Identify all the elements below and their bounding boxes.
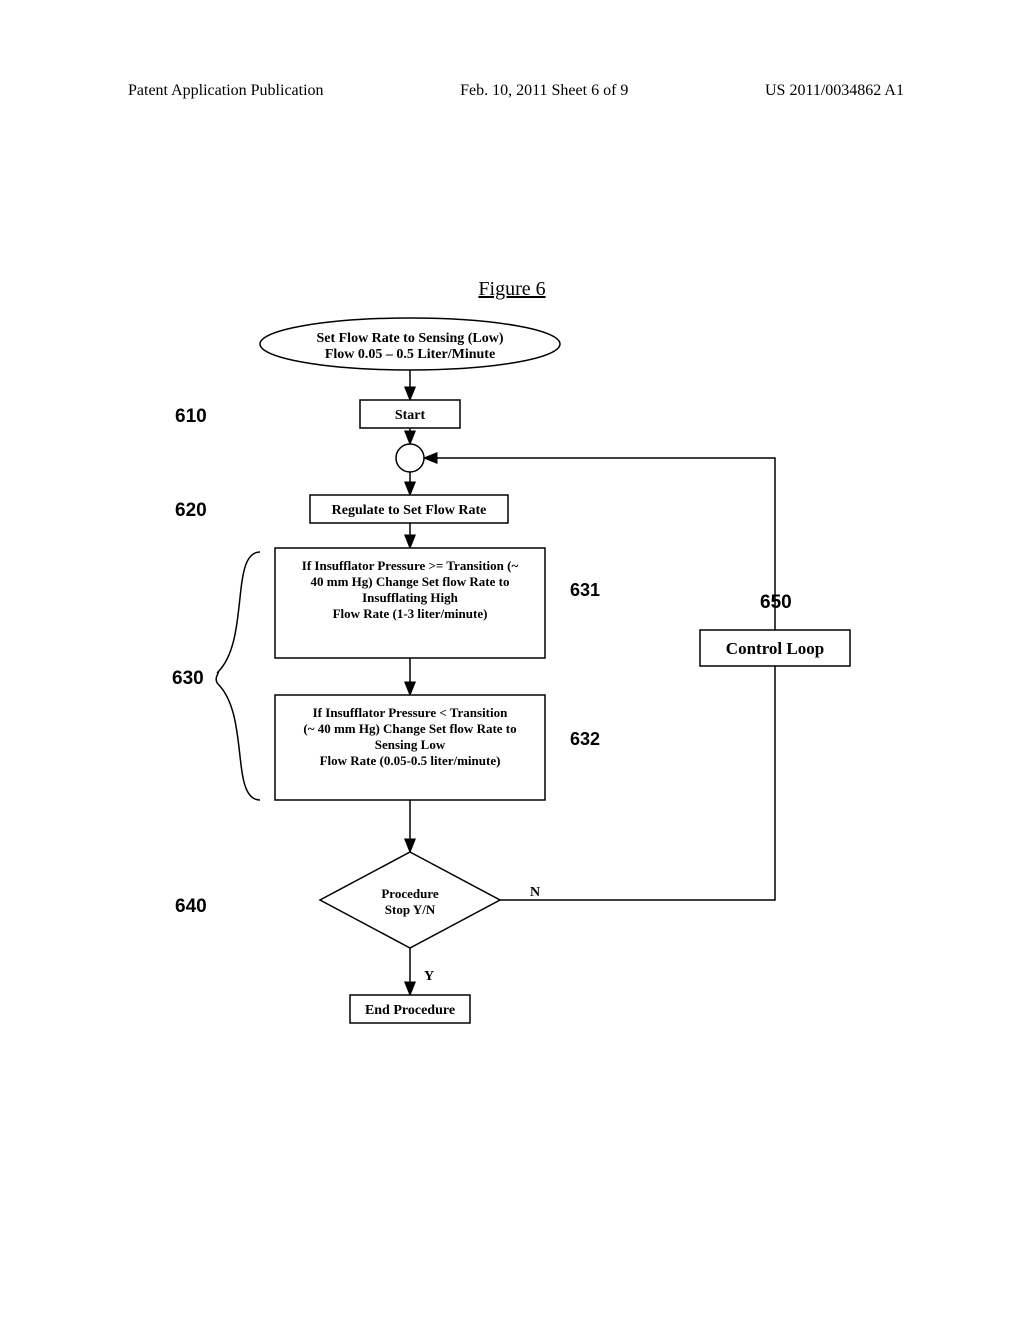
svg-text:If Insufflator Pressure >= Tra: If Insufflator Pressure >= Transition (~ xyxy=(302,558,519,573)
svg-text:Flow 0.05 – 0.5 Liter/Minute: Flow 0.05 – 0.5 Liter/Minute xyxy=(325,347,495,362)
header-left: Patent Application Publication xyxy=(128,82,324,100)
figure-title: Figure 6 xyxy=(0,278,1024,301)
node-box632: If Insufflator Pressure < Transition (~ … xyxy=(275,695,545,800)
label-620: 620 xyxy=(175,500,207,521)
svg-text:Set Flow Rate to Sensing (Low): Set Flow Rate to Sensing (Low) xyxy=(316,331,503,346)
svg-text:Control Loop: Control Loop xyxy=(726,639,824,658)
node-decision: Procedure Stop Y/N xyxy=(320,852,500,948)
label-N: N xyxy=(530,885,540,900)
svg-text:Start: Start xyxy=(395,408,426,423)
label-610: 610 xyxy=(175,406,207,427)
node-control-loop: Control Loop xyxy=(700,630,850,666)
svg-text:Procedure: Procedure xyxy=(381,886,439,901)
node-terminator-top: Set Flow Rate to Sensing (Low) Flow 0.05… xyxy=(260,318,560,370)
label-632: 632 xyxy=(570,729,600,749)
node-end: End Procedure xyxy=(350,995,470,1023)
page-header: Patent Application Publication Feb. 10, … xyxy=(0,82,1024,100)
node-connector xyxy=(396,444,424,472)
svg-text:Insufflating High: Insufflating High xyxy=(362,590,458,605)
svg-text:End Procedure: End Procedure xyxy=(365,1003,455,1018)
bracket-630 xyxy=(216,552,260,800)
label-650: 650 xyxy=(760,592,792,613)
svg-text:Flow Rate (1-3 liter/minute): Flow Rate (1-3 liter/minute) xyxy=(333,606,488,621)
svg-text:(~ 40 mm Hg) Change Set flow R: (~ 40 mm Hg) Change Set flow Rate to xyxy=(303,721,516,736)
svg-text:40 mm Hg) Change Set flow Rate: 40 mm Hg) Change Set flow Rate to xyxy=(311,574,510,589)
svg-text:Flow Rate (0.05-0.5 liter/minu: Flow Rate (0.05-0.5 liter/minute) xyxy=(320,753,501,768)
label-631: 631 xyxy=(570,580,600,600)
svg-text:Sensing Low: Sensing Low xyxy=(375,737,446,752)
node-start: Start xyxy=(360,400,460,428)
svg-text:If Insufflator Pressure < Tran: If Insufflator Pressure < Transition xyxy=(313,705,508,720)
label-Y: Y xyxy=(424,969,434,984)
node-box631: If Insufflator Pressure >= Transition (~… xyxy=(275,548,545,658)
svg-text:Stop Y/N: Stop Y/N xyxy=(385,902,436,917)
header-right: US 2011/0034862 A1 xyxy=(765,82,904,100)
header-mid: Feb. 10, 2011 Sheet 6 of 9 xyxy=(460,82,628,100)
svg-text:Regulate to Set Flow Rate: Regulate to Set Flow Rate xyxy=(332,503,487,518)
node-regulate: Regulate to Set Flow Rate xyxy=(310,495,508,523)
label-630: 630 xyxy=(172,668,204,689)
label-640: 640 xyxy=(175,896,207,917)
flowchart-diagram: Set Flow Rate to Sensing (Low) Flow 0.05… xyxy=(0,300,1024,1100)
